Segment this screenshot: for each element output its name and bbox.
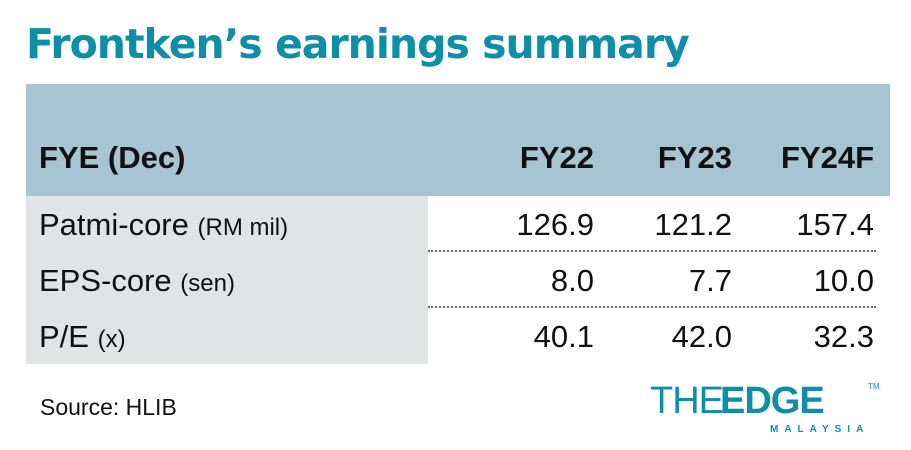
header-fy23: FY23 <box>657 140 732 175</box>
earnings-table: FYE (Dec) FY22 FY23 FY24F Patmi-core (RM… <box>26 84 890 364</box>
table-row-pe: P/E (x) 40.1 42.0 32.3 <box>26 308 890 364</box>
row-label-text: P/E <box>39 319 89 354</box>
logo-trademark: TM <box>868 382 880 391</box>
logo-the-text: THE <box>650 380 724 422</box>
row-label-cell <box>26 196 428 252</box>
logo-edge-text: EDGE <box>720 380 825 422</box>
cell-eps-fy22: 8.0 <box>550 263 594 298</box>
header-fye: FYE (Dec) <box>39 140 186 175</box>
table-row-patmi-core: Patmi-core (RM mil) 126.9 121.2 157.4 <box>26 196 890 252</box>
cell-eps-fy23: 7.7 <box>688 263 732 298</box>
cell-eps-fy24f: 10.0 <box>813 263 874 298</box>
cell-pe-fy24f: 32.3 <box>813 319 874 354</box>
row-label: Patmi-core (RM mil) <box>39 207 288 243</box>
chart-title: Frontken’s earnings summary <box>26 20 690 68</box>
cell-patmi-fy23: 121.2 <box>654 207 732 242</box>
row-divider <box>428 306 876 308</box>
cell-patmi-fy24f: 157.4 <box>796 207 874 242</box>
row-label-text: EPS-core <box>39 263 172 298</box>
header-fy22: FY22 <box>519 140 594 175</box>
row-label: EPS-core (sen) <box>39 263 235 299</box>
row-divider <box>428 250 876 252</box>
cell-pe-fy22: 40.1 <box>533 319 594 354</box>
row-unit: (RM mil) <box>197 214 289 241</box>
row-label-text: Patmi-core <box>39 207 189 242</box>
cell-patmi-fy22: 126.9 <box>516 207 594 242</box>
cell-pe-fy23: 42.0 <box>671 319 732 354</box>
row-label-cell <box>26 252 428 308</box>
header-fy24f: FY24F <box>780 140 874 175</box>
the-edge-logo: THE EDGE TM MALAYSIA <box>650 380 880 438</box>
source-note: Source: HLIB <box>40 394 177 420</box>
table-row-eps-core: EPS-core (sen) 8.0 7.7 10.0 <box>26 252 890 308</box>
row-unit: (sen) <box>180 270 235 297</box>
row-label-cell <box>26 308 428 364</box>
table-header: FYE (Dec) FY22 FY23 FY24F <box>26 84 890 196</box>
logo-subtitle: MALAYSIA <box>770 424 870 435</box>
row-label: P/E (x) <box>39 319 126 355</box>
row-unit: (x) <box>97 326 126 353</box>
